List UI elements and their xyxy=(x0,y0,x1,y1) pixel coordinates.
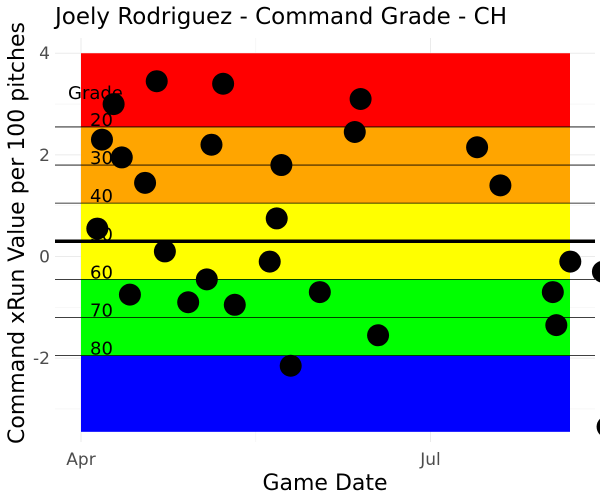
data-point xyxy=(153,240,176,263)
data-point xyxy=(541,281,564,304)
x-tick-label: Jul xyxy=(419,450,441,470)
data-point xyxy=(349,87,372,110)
data-point xyxy=(308,281,331,304)
y-tick-label: 4 xyxy=(39,44,50,64)
grade-lines xyxy=(55,126,595,357)
grade-label: 30 xyxy=(90,148,113,169)
data-point xyxy=(343,121,366,144)
data-point xyxy=(596,418,600,435)
grade-label: 40 xyxy=(90,186,113,207)
data-point xyxy=(559,250,582,273)
y-tick-label: -2 xyxy=(33,349,50,369)
data-point xyxy=(86,217,109,240)
y-axis-ticks: -2 0 2 4 xyxy=(33,44,50,369)
data-point xyxy=(367,324,390,347)
data-point xyxy=(466,136,489,159)
data-point xyxy=(177,291,200,314)
data-point xyxy=(90,128,113,151)
data-points xyxy=(86,70,600,435)
data-point xyxy=(270,154,293,177)
data-point xyxy=(212,72,235,95)
data-point xyxy=(118,283,141,306)
grade-band xyxy=(81,355,570,432)
y-axis-title: Command xRun Value per 100 pitches xyxy=(5,22,30,444)
x-axis-title: Game Date xyxy=(262,471,387,496)
x-tick-label: Apr xyxy=(66,450,95,470)
chart-title: Joely Rodriguez - Command Grade - CH xyxy=(53,4,507,30)
data-point xyxy=(223,293,246,316)
data-point xyxy=(102,93,125,116)
data-point xyxy=(489,174,512,197)
x-axis-ticks: AprJulOct xyxy=(66,450,441,470)
data-point xyxy=(591,261,600,283)
grade-label: 20 xyxy=(90,110,113,131)
data-point xyxy=(110,146,133,169)
data-point xyxy=(279,354,302,377)
grade-label: 80 xyxy=(90,339,113,360)
data-point xyxy=(145,70,168,93)
data-point xyxy=(545,314,568,337)
data-point xyxy=(200,133,223,156)
y-tick-label: 0 xyxy=(39,248,50,268)
data-point xyxy=(195,268,218,291)
data-point xyxy=(265,207,288,230)
grade-labels: Grade 20304050607080 xyxy=(68,83,123,360)
y-tick-label: 2 xyxy=(39,146,50,166)
grade-label: 60 xyxy=(90,262,113,283)
data-point xyxy=(258,250,281,273)
grade-label: 70 xyxy=(90,300,113,321)
data-point xyxy=(134,171,157,194)
